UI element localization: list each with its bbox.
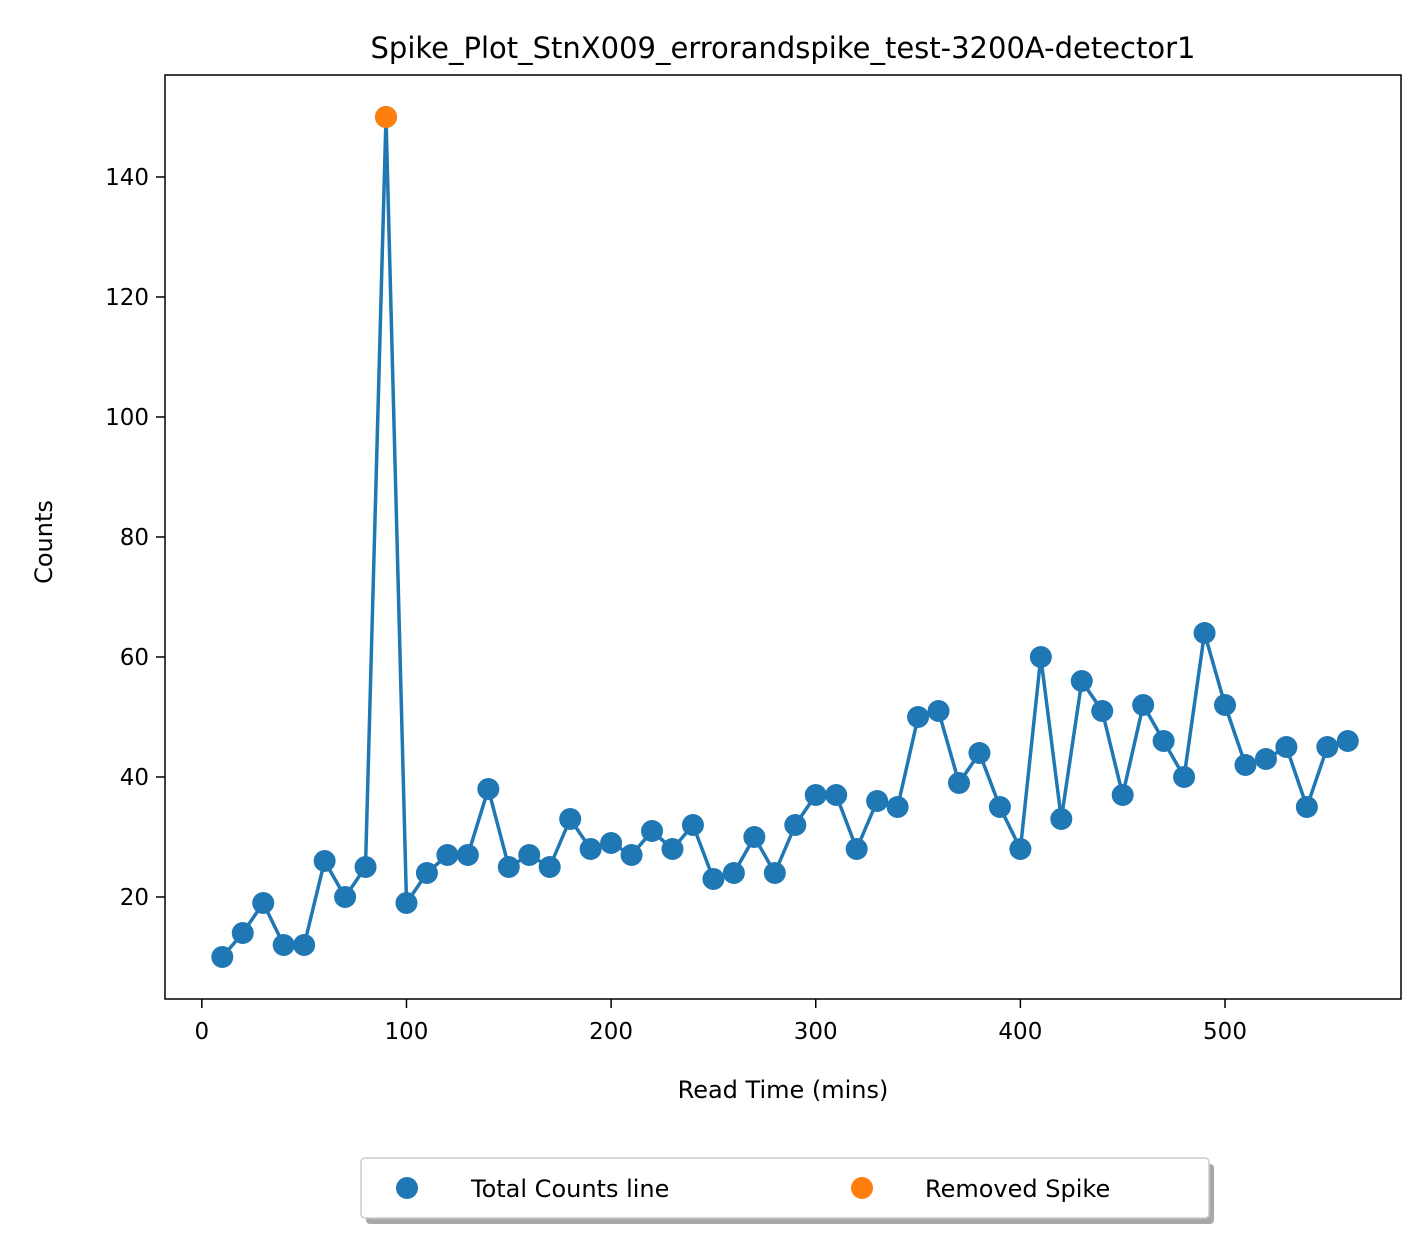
y-tick-label: 80 [120, 525, 149, 551]
total-counts-point [907, 706, 930, 728]
plot-series [211, 106, 1359, 968]
total-counts-point [600, 832, 623, 854]
total-counts-point [538, 856, 561, 878]
total-counts-point [477, 778, 500, 800]
removed-spike-point [375, 106, 398, 128]
total-counts-point [1234, 754, 1257, 776]
total-counts-point [681, 814, 704, 836]
x-tick-label: 0 [195, 1019, 210, 1045]
total-counts-point [845, 838, 868, 860]
total-counts-points [211, 106, 1359, 968]
total-counts-point [1070, 670, 1093, 692]
y-tick-label: 140 [105, 165, 149, 191]
total-counts-point [579, 838, 602, 860]
legend-label-removed-spike: Removed Spike [925, 1175, 1110, 1203]
y-axis-label: Counts [30, 500, 58, 584]
x-tick-label: 500 [1203, 1019, 1247, 1045]
plot-area-frame [164, 74, 1402, 1000]
x-tick-label: 300 [794, 1019, 838, 1045]
total-counts-point [620, 844, 643, 866]
total-counts-point [1132, 694, 1155, 716]
total-counts-point [211, 946, 234, 968]
total-counts-point [559, 808, 582, 830]
x-tick-label: 100 [385, 1019, 429, 1045]
total-counts-point [866, 790, 889, 812]
legend-marker-removed-spike [851, 1177, 873, 1199]
total-counts-point [231, 922, 254, 944]
x-tick-label: 200 [589, 1019, 633, 1045]
total-counts-point [334, 886, 357, 908]
chart-title: Spike_Plot_StnX009_errorandspike_test-32… [371, 31, 1196, 65]
total-counts-point [415, 862, 438, 884]
total-counts-point [722, 862, 745, 884]
legend-box [360, 1157, 1210, 1219]
removed-spike-points [375, 106, 398, 128]
total-counts-point [252, 892, 275, 914]
y-tick-label: 40 [120, 765, 149, 791]
total-counts-point [354, 856, 377, 878]
total-counts-point [1336, 730, 1359, 752]
total-counts-point [763, 862, 786, 884]
total-counts-point [1316, 736, 1339, 758]
total-counts-point [497, 856, 520, 878]
total-counts-point [1152, 730, 1175, 752]
total-counts-point [1254, 748, 1277, 770]
total-counts-point [968, 742, 991, 764]
total-counts-point [947, 772, 970, 794]
total-counts-point [988, 796, 1011, 818]
y-axis-ticks: 20 40 60 80 100 120 140 [105, 165, 165, 911]
y-tick-label: 120 [105, 285, 149, 311]
y-tick-label: 100 [105, 405, 149, 431]
total-counts-point [1295, 796, 1318, 818]
x-axis-label: Read Time (mins) [678, 1076, 889, 1104]
y-tick-label: 60 [120, 645, 149, 671]
total-counts-point [456, 844, 479, 866]
total-counts-point [1091, 700, 1114, 722]
total-counts-point [272, 934, 295, 956]
total-counts-point [1193, 622, 1216, 644]
total-counts-point [661, 838, 684, 860]
total-counts-point [784, 814, 807, 836]
total-counts-point [886, 796, 909, 818]
legend-marker-total-counts [396, 1177, 418, 1199]
total-counts-point [436, 844, 459, 866]
total-counts-point [1009, 838, 1032, 860]
total-counts-point [293, 934, 316, 956]
legend-label-total-counts: Total Counts line [470, 1175, 669, 1203]
total-counts-point [313, 850, 336, 872]
total-counts-point [1111, 784, 1134, 806]
total-counts-point [641, 820, 664, 842]
total-counts-point [1029, 646, 1052, 668]
y-tick-label: 20 [120, 885, 149, 911]
total-counts-point [743, 826, 766, 848]
total-counts-point [1173, 766, 1196, 788]
total-counts-point [395, 892, 418, 914]
total-counts-point [702, 868, 725, 890]
total-counts-point [1214, 694, 1237, 716]
total-counts-point [804, 784, 827, 806]
total-counts-point [1050, 808, 1073, 830]
total-counts-point [1275, 736, 1298, 758]
x-axis-ticks: 0 100 200 300 400 500 [195, 999, 1247, 1045]
total-counts-point [518, 844, 541, 866]
x-tick-label: 400 [998, 1019, 1042, 1045]
total-counts-point [927, 700, 950, 722]
total-counts-point [825, 784, 848, 806]
legend: Total Counts line Removed Spike [360, 1157, 1214, 1224]
